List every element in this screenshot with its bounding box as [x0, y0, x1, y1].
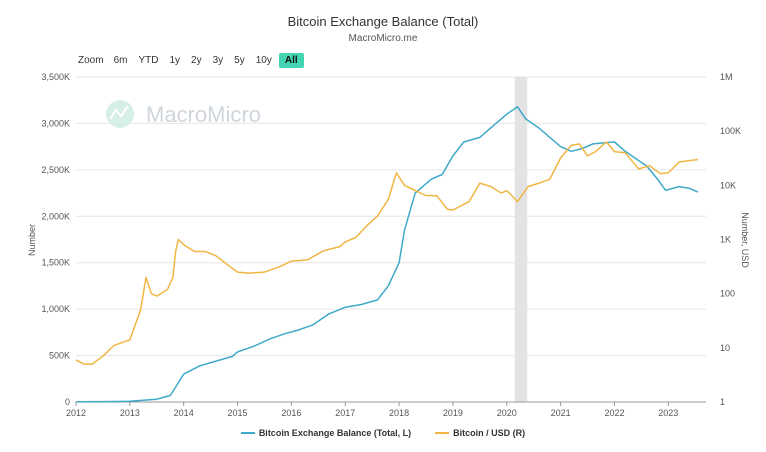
- right-tick-label: 100K: [720, 126, 741, 136]
- x-tick-label: 2023: [658, 408, 678, 418]
- zoom-button-ytd[interactable]: YTD: [138, 54, 159, 66]
- chart-title: Bitcoin Exchange Balance (Total): [287, 14, 479, 29]
- right-tick-label: 1K: [720, 235, 731, 245]
- left-tick-label: 1,500K: [41, 258, 70, 268]
- zoom-button-all[interactable]: All: [278, 52, 304, 68]
- right-tick-label: 1M: [720, 72, 733, 82]
- zoom-button-1y[interactable]: 1y: [169, 54, 181, 66]
- left-tick-label: 1,000K: [41, 304, 70, 314]
- zoom-label: Zoom: [78, 54, 104, 66]
- shaded-region: [514, 77, 528, 402]
- legend: Bitcoin Exchange Balance (Total, L) Bitco…: [0, 428, 766, 438]
- right-tick-label: 10: [720, 343, 730, 353]
- zoom-button-3y[interactable]: 3y: [212, 54, 224, 66]
- series-line-btc-usd[interactable]: [75, 141, 699, 365]
- watermark: MacroMicro: [106, 100, 261, 128]
- x-tick-label: 2020: [497, 408, 517, 418]
- zoom-button-6m[interactable]: 6m: [113, 54, 128, 66]
- chart-subtitle: MacroMicro.me: [348, 33, 418, 44]
- left-axis: 0 500K 1,000K 1,500K 2,000K 2,500K 3,000K 3,500…: [41, 72, 70, 407]
- zoom-button-group: 6m YTD 1y 2y 3y 5y 10y All: [110, 52, 307, 68]
- right-tick-label: 1: [720, 397, 725, 407]
- x-tick-label: 2015: [228, 408, 248, 418]
- left-tick-label: 2,000K: [41, 211, 70, 221]
- x-tick-label: 2013: [120, 408, 140, 418]
- x-tick-label: 2014: [174, 408, 194, 418]
- left-tick-label: 3,500K: [41, 72, 70, 82]
- x-tick-label: 2019: [443, 408, 463, 418]
- legend-item-btc-usd[interactable]: Bitcoin / USD (R): [435, 428, 525, 438]
- left-tick-label: 500K: [49, 351, 70, 361]
- zoom-button-10y[interactable]: 10y: [255, 54, 272, 66]
- x-tick-label: 2016: [281, 408, 301, 418]
- left-tick-label: 3,000K: [41, 118, 70, 128]
- zoom-controls: Zoom 6m YTD 1y 2y 3y 5y 10y All: [78, 52, 307, 68]
- left-axis-title: Number: [27, 224, 37, 256]
- right-tick-label: 100: [720, 289, 735, 299]
- x-tick-label: 2021: [551, 408, 571, 418]
- right-axis-title: Number, USD: [740, 212, 750, 268]
- left-tick-label: 0: [65, 397, 70, 407]
- series-line-exchange-balance[interactable]: [75, 105, 699, 403]
- grid-lines: [76, 76, 706, 403]
- x-tick-label: 2018: [389, 408, 409, 418]
- series-group: [75, 105, 699, 403]
- zoom-button-5y[interactable]: 5y: [234, 54, 245, 66]
- x-axis: 2012 2013 2014 2015 2016 2017 2018 2019 2020 2021…: [66, 401, 706, 418]
- zoom-button-2y[interactable]: 2y: [191, 54, 202, 66]
- legend-label: Bitcoin / USD (R): [453, 428, 526, 438]
- x-tick-label: 2017: [335, 408, 355, 418]
- legend-swatch: [435, 432, 450, 434]
- x-tick-label: 2022: [604, 408, 624, 418]
- watermark-text: MacroMicro: [146, 102, 261, 127]
- legend-swatch: [240, 432, 255, 434]
- left-tick-label: 2,500K: [41, 165, 70, 175]
- right-axis: 1 10 100 1K 10K 100K 1M: [720, 72, 741, 407]
- legend-label: Bitcoin Exchange Balance (Total, L): [258, 428, 412, 438]
- x-tick-label: 2012: [66, 408, 86, 418]
- right-tick-label: 10K: [720, 180, 736, 190]
- legend-item-exchange-balance[interactable]: Bitcoin Exchange Balance (Total, L): [240, 428, 412, 438]
